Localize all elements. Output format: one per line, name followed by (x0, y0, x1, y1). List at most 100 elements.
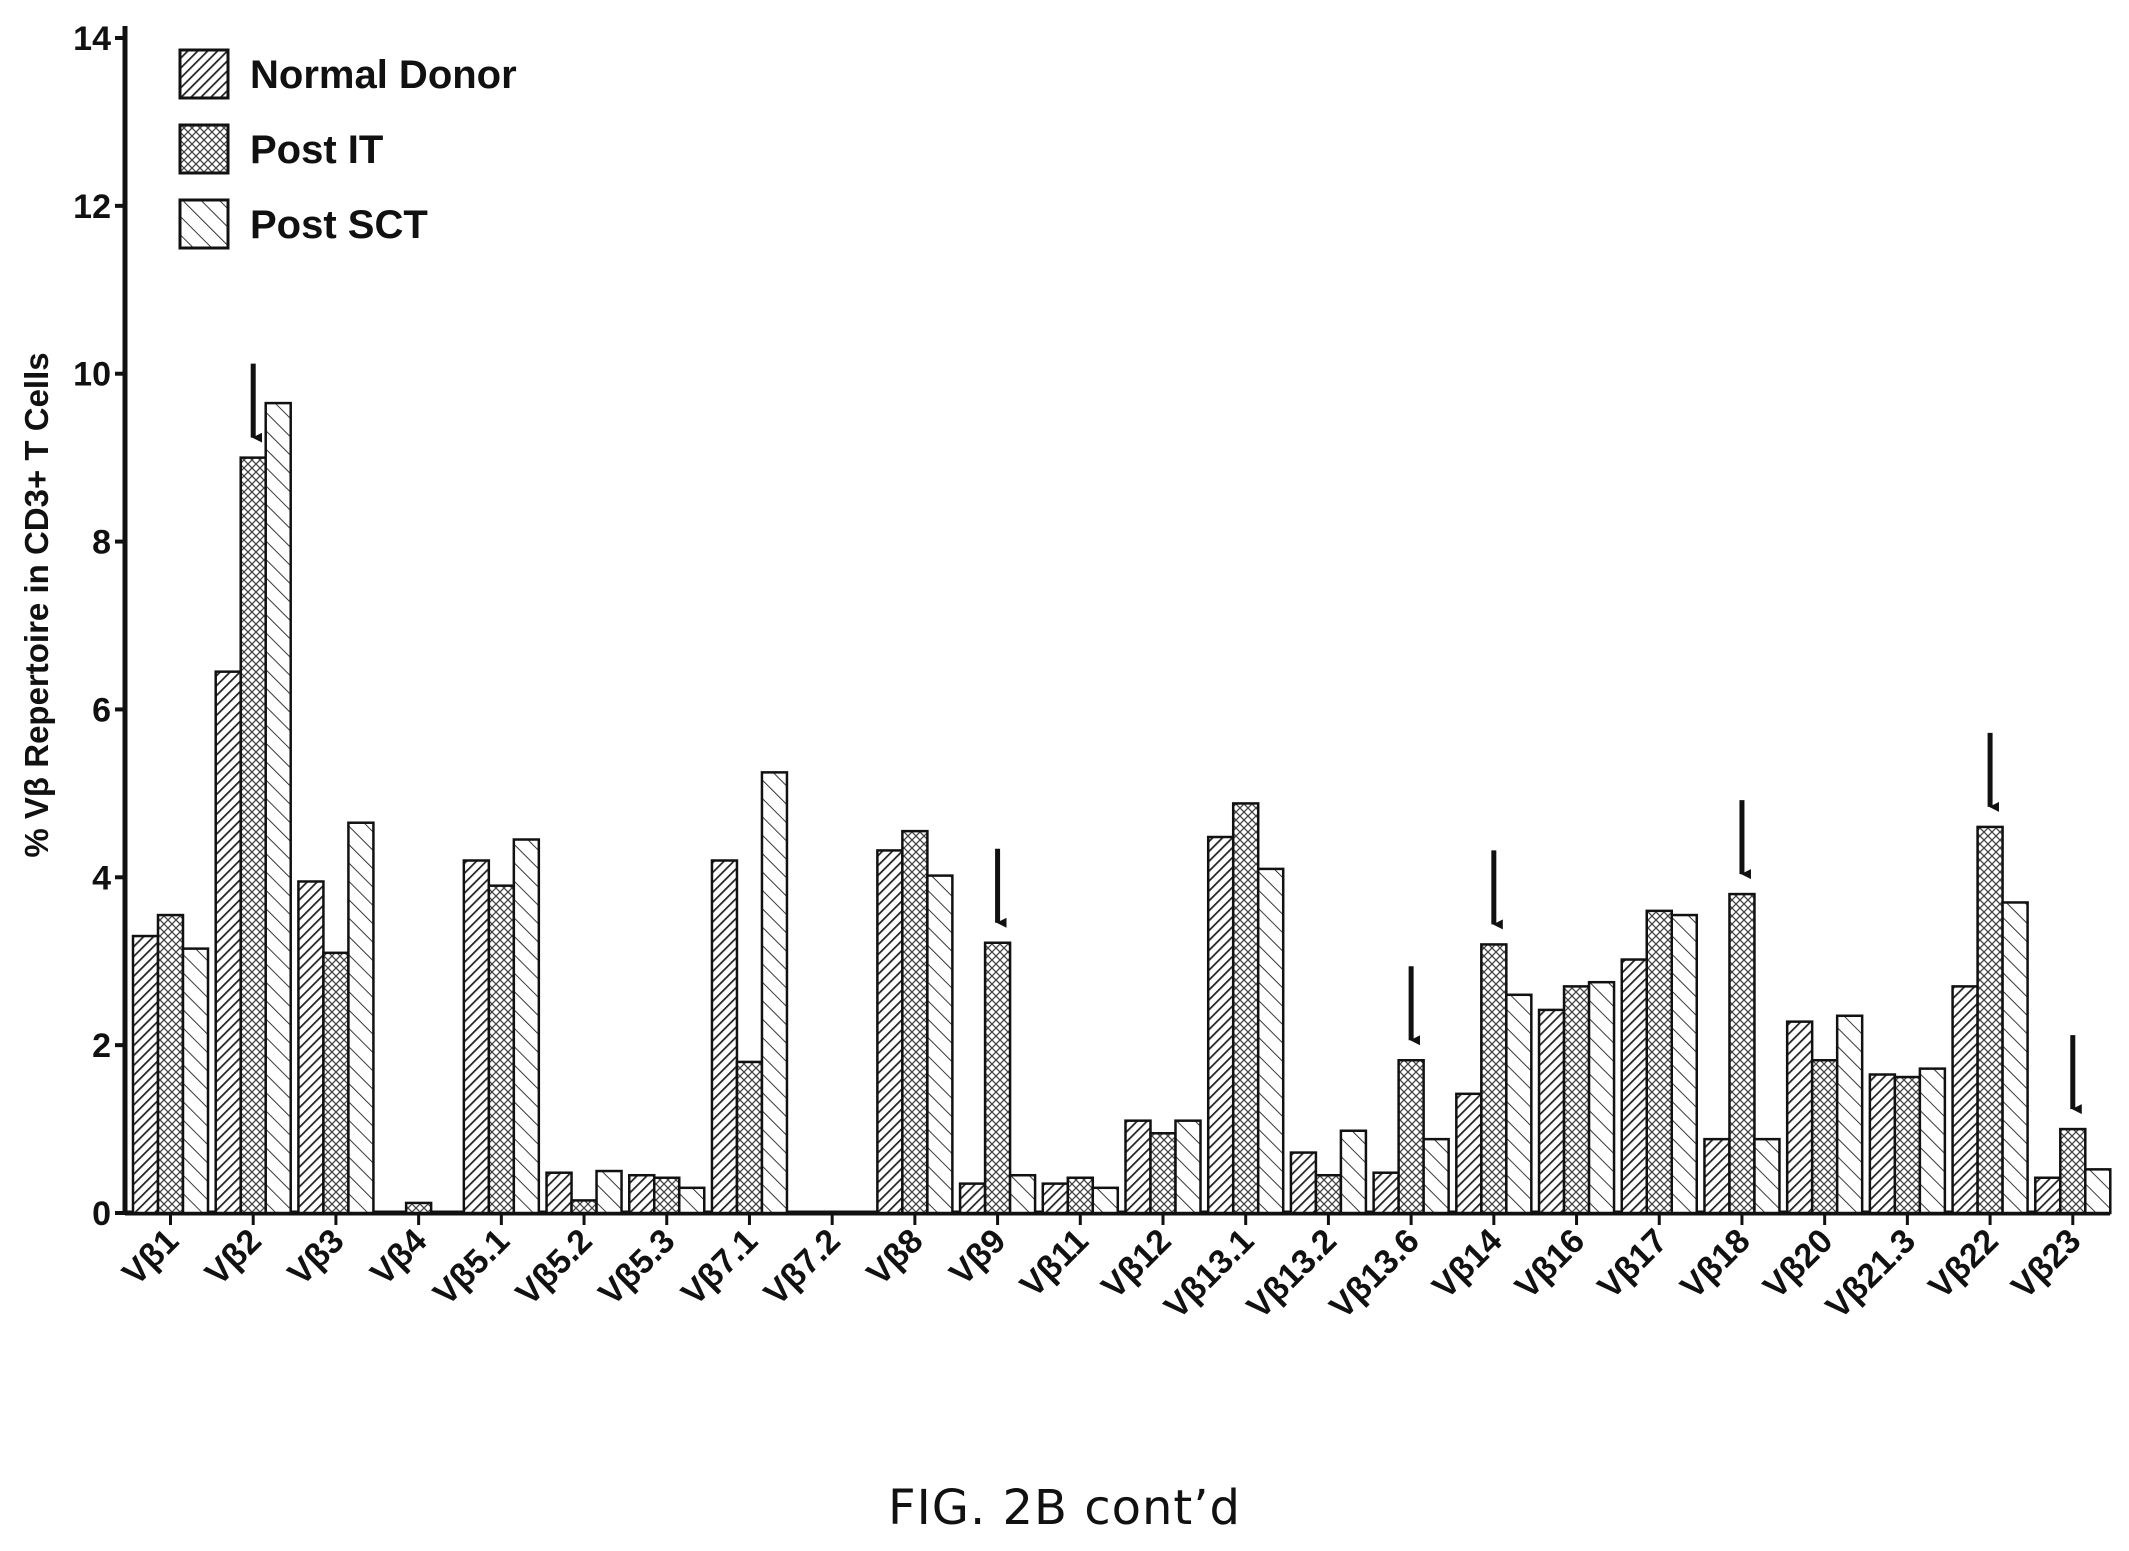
bar-post-sct-15 (1422, 1137, 1450, 1215)
x-tick-label: Vβ11 (1013, 1222, 1096, 1305)
x-tick-label: Vβ9 (942, 1222, 1013, 1293)
x-tick-label: Vβ14 (1425, 1222, 1509, 1306)
bar-post-it-9 (901, 829, 929, 1215)
bar-post-it-17 (1562, 985, 1591, 1215)
bar-post-it-19 (1728, 892, 1756, 1215)
x-tick-label: Vβ18 (1673, 1222, 1757, 1306)
bar-normal-donor-11 (1041, 1182, 1070, 1215)
bar-normal-donor-19 (1703, 1137, 1731, 1215)
bar-post-it-14 (1314, 1173, 1343, 1215)
bar-post-it-11 (1066, 1176, 1095, 1215)
bar-post-it-20 (1810, 1059, 1839, 1215)
bar-post-sct-6 (678, 1186, 706, 1215)
bar-normal-donor-1 (214, 670, 242, 1215)
bar-post-it-2 (322, 951, 350, 1215)
bar-post-sct-7 (760, 771, 789, 1215)
bar-post-it-0 (156, 913, 185, 1215)
bar-post-it-10 (983, 941, 1012, 1215)
y-tick-label: 12 (73, 188, 111, 226)
x-tick-label: Vβ13.2 (1240, 1222, 1344, 1326)
legend-label: Post SCT (250, 203, 428, 247)
bar-post-sct-23 (2084, 1168, 2112, 1215)
bar-post-it-5 (570, 1199, 598, 1215)
bar-post-it-23 (2059, 1127, 2087, 1215)
bar-post-it-1 (239, 456, 267, 1215)
y-tick-label: 0 (92, 1195, 111, 1233)
y-tick-label: 14 (73, 20, 111, 58)
bar-post-it-4 (487, 884, 516, 1215)
x-tick-label: Vβ8 (860, 1222, 931, 1293)
bar-post-sct-5 (595, 1169, 623, 1215)
legend-swatch (178, 123, 230, 175)
bar-normal-donor-23 (2034, 1176, 2062, 1215)
bar-post-sct-0 (181, 947, 210, 1215)
bar-normal-donor-2 (297, 880, 325, 1215)
bar-post-sct-21 (1918, 1067, 1947, 1215)
bar-normal-donor-9 (876, 849, 904, 1215)
bar-post-sct-9 (926, 874, 954, 1215)
bar-normal-donor-7 (710, 859, 739, 1215)
bar-post-it-13 (1231, 802, 1260, 1215)
x-tick-label: Vβ2 (198, 1222, 269, 1293)
bar-normal-donor-15 (1372, 1171, 1400, 1215)
bar-normal-donor-18 (1620, 958, 1648, 1215)
y-tick-label: 4 (92, 859, 111, 897)
bar-post-it-6 (653, 1176, 681, 1215)
legend: Normal Donor Post IT Post SCT (178, 48, 517, 250)
y-tick-label: 10 (73, 356, 111, 394)
bar-post-sct-14 (1339, 1129, 1368, 1215)
bar-normal-donor-0 (131, 934, 160, 1215)
x-tick-label: Vβ4 (363, 1222, 434, 1293)
x-tick-label: Vβ23 (2004, 1222, 2088, 1306)
x-tick-label: Vβ13.6 (1322, 1222, 1426, 1326)
legend-label: Normal Donor (250, 53, 517, 97)
bar-post-it-3 (404, 1201, 433, 1215)
x-tick-label: Vβ16 (1508, 1222, 1592, 1306)
bar-post-sct-13 (1256, 867, 1285, 1215)
x-tick-label: Vβ17 (1591, 1222, 1675, 1306)
x-tick-label: Vβ22 (1921, 1222, 2005, 1306)
bar-normal-donor-13 (1206, 835, 1235, 1215)
bar-post-sct-2 (347, 821, 375, 1215)
bar-post-sct-19 (1753, 1137, 1781, 1215)
legend-swatch (178, 48, 230, 100)
bar-post-sct-4 (512, 838, 541, 1215)
bar-normal-donor-4 (462, 859, 491, 1215)
bar-normal-donor-10 (958, 1182, 987, 1215)
x-tick-label: Vβ21.3 (1819, 1222, 1923, 1326)
legend-label: Post IT (250, 128, 383, 172)
bar-normal-donor-20 (1785, 1020, 1814, 1215)
x-tick-label: Vβ5.2 (509, 1222, 600, 1313)
y-tick-label: 6 (92, 691, 111, 729)
x-tick-label: Vβ5.1 (426, 1222, 517, 1313)
bar-post-sct-1 (264, 401, 292, 1215)
bar-normal-donor-14 (1289, 1151, 1318, 1215)
bar-post-sct-20 (1835, 1014, 1864, 1215)
bar-post-sct-17 (1587, 980, 1616, 1215)
y-axis-label: % Vβ Repertoire in CD3+ T Cells (18, 352, 55, 857)
bar-post-sct-10 (1008, 1173, 1037, 1215)
x-tick-label: Vβ3 (281, 1222, 352, 1293)
bars (131, 401, 2112, 1215)
bar-normal-donor-21 (1868, 1073, 1897, 1215)
bar-normal-donor-22 (1951, 985, 1979, 1215)
y-tick-label: 2 (92, 1027, 111, 1065)
bar-post-it-12 (1149, 1132, 1177, 1215)
x-tick-label: Vβ1 (115, 1222, 186, 1293)
x-tick-label: Vβ7.2 (757, 1222, 848, 1313)
bar-post-it-15 (1397, 1059, 1425, 1215)
x-tick-label: Vβ5.3 (591, 1222, 682, 1313)
x-tick-label: Vβ7.1 (674, 1222, 765, 1313)
y-axis: 0 2 4 6 8 10 12 14 (73, 20, 128, 1233)
bar-post-it-18 (1645, 909, 1673, 1215)
bar-normal-donor-16 (1455, 1092, 1483, 1215)
bar-normal-donor-5 (545, 1171, 573, 1215)
legend-swatch (178, 198, 230, 250)
bar-post-it-21 (1893, 1075, 1922, 1215)
bar-post-sct-11 (1091, 1186, 1120, 1215)
y-tick-label: 8 (92, 524, 111, 562)
x-tick-label: Vβ13.1 (1157, 1222, 1261, 1326)
bar-normal-donor-6 (628, 1173, 656, 1215)
bar-post-sct-16 (1505, 993, 1533, 1215)
